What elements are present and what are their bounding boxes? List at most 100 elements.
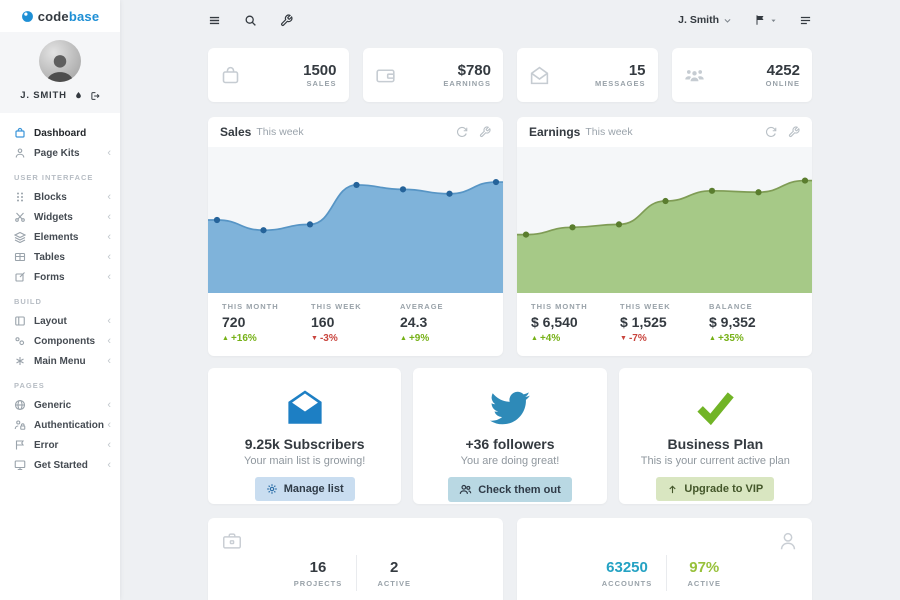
themes-drop-icon[interactable] <box>74 91 83 100</box>
scissors-icon <box>14 211 26 223</box>
chart-title: Earnings <box>529 125 581 139</box>
stat-card-sales[interactable]: 1500 SALES <box>208 48 349 102</box>
stat-card-earnings[interactable]: $780 EARNINGS <box>362 48 503 102</box>
stat-card-online[interactable]: 4252 ONLINE <box>671 48 812 102</box>
form-pencil-icon <box>14 271 26 283</box>
stat-label: EARNINGS <box>443 79 491 89</box>
nav-section-header: PAGES <box>14 381 45 390</box>
chart-stat: AVERAGE 24.3 ▲ +9% <box>400 302 489 344</box>
sidebar-item-label: Elements <box>34 231 79 243</box>
sidebar-item-components[interactable]: Components ‹ <box>0 331 120 351</box>
chart-stat: THIS MONTH 720 ▲ +16% <box>222 302 311 344</box>
sales-area-chart <box>208 178 503 293</box>
stat-column: 63250 ACCOUNTS <box>602 559 653 588</box>
accounts-stats: 63250 ACCOUNTS 97% ACTIVE <box>517 555 812 591</box>
refresh-icon[interactable] <box>456 126 468 138</box>
chart-stat: THIS MONTH $ 6,540 ▲ +4% <box>531 302 620 344</box>
delta-value: -7% <box>628 333 647 344</box>
delta-arrow-icon: ▼ <box>620 335 627 342</box>
sidebar-item-tables[interactable]: Tables ‹ <box>0 247 120 267</box>
brand-text: codebase <box>38 9 100 24</box>
card-subtitle: You are doing great! <box>460 455 560 467</box>
delta-value: +9% <box>408 333 430 344</box>
card-title: Business Plan <box>667 436 764 452</box>
chart-stat-label: THIS WEEK <box>311 302 362 311</box>
language-flag-button[interactable] <box>754 14 777 26</box>
sidebar-item-label: Tables <box>34 251 65 263</box>
divider <box>356 555 358 591</box>
user-menu-button[interactable]: J. Smith <box>678 14 732 26</box>
delta-arrow-icon: ▲ <box>531 335 538 342</box>
manage-list-button[interactable]: Manage list <box>254 477 355 501</box>
accounts-card: 63250 ACCOUNTS 97% ACTIVE <box>517 518 812 600</box>
sidebar-item-layout[interactable]: Layout ‹ <box>0 311 120 331</box>
sidebar-item-label: Error <box>34 439 59 451</box>
chart-subtitle: This week <box>256 126 304 138</box>
sales-chart-card: Sales This week THIS MONTH 720 <box>208 117 503 356</box>
sidebar-item-main-menu[interactable]: Main Menu ‹ <box>0 351 120 371</box>
chevron-icon: ‹ <box>107 230 111 243</box>
sidebar-item-get-started[interactable]: Get Started ‹ <box>0 455 120 475</box>
sidebar-item-elements[interactable]: Elements ‹ <box>0 227 120 247</box>
sidebar-user-row: J. SMITH <box>0 90 120 101</box>
wrench-icon[interactable] <box>479 126 491 138</box>
users-icon <box>459 483 472 496</box>
refresh-icon[interactable] <box>765 126 777 138</box>
main-area: J. Smith 1500 SALES <box>120 0 900 600</box>
sidebar-item-authentication[interactable]: Authentication ‹ <box>0 415 120 435</box>
stat-label: PROJECTS <box>293 578 343 588</box>
sidebar-item-blocks[interactable]: Blocks ‹ <box>0 187 120 207</box>
sidebar-item-forms[interactable]: Forms ‹ <box>0 267 120 287</box>
sidebar-item-error[interactable]: Error ‹ <box>0 435 120 455</box>
dashboard-icon <box>14 127 26 139</box>
stat-label: ACTIVE <box>687 578 721 588</box>
chevron-icon: ‹ <box>107 270 111 283</box>
wrench-icon[interactable] <box>280 13 293 27</box>
sidebar-user-panel: J. SMITH <box>0 32 120 113</box>
stat-card-messages[interactable]: 15 MESSAGES <box>517 48 658 102</box>
stat-label: MESSAGES <box>594 79 646 89</box>
hamburger-menu-icon[interactable] <box>208 14 221 27</box>
chart-stat: THIS WEEK 160 ▼ -3% <box>311 302 400 344</box>
layout-icon <box>14 315 26 327</box>
sidebar-user-name: J. SMITH <box>20 90 67 101</box>
check-them-out-button[interactable]: Check them out <box>448 477 572 502</box>
card-title: +36 followers <box>465 436 555 452</box>
earnings-chart-header: Earnings This week <box>517 117 812 147</box>
stat-card-text: $780 EARNINGS <box>443 62 491 88</box>
sidebar-item-generic[interactable]: Generic ‹ <box>0 395 120 415</box>
list-menu-icon[interactable] <box>799 14 812 27</box>
stat-label: SALES <box>306 79 337 89</box>
wrench-icon[interactable] <box>788 126 800 138</box>
followers-card: +36 followers You are doing great! Check… <box>413 368 607 504</box>
card-subtitle: Your main list is growing! <box>244 455 366 467</box>
asterisk-icon <box>14 355 26 367</box>
shopping-bag-icon <box>220 65 241 86</box>
caret-down-icon <box>771 19 776 22</box>
button-label: Upgrade to VIP <box>684 483 764 495</box>
upgrade-to-vip-button[interactable]: Upgrade to VIP <box>656 477 775 501</box>
sales-chart-plot <box>208 147 503 293</box>
chart-stat-value: 160 <box>311 314 335 330</box>
sidebar-item-label: Layout <box>34 315 67 327</box>
sidebar-item-dashboard[interactable]: Dashboard <box>0 123 120 143</box>
content: 1500 SALES $780 EARNINGS 15 MESSAGES <box>120 48 900 600</box>
chart-cards-row: Sales This week THIS MONTH 720 <box>208 117 812 356</box>
sales-chart-header: Sales This week <box>208 117 503 147</box>
stat-value: 63250 <box>606 558 648 576</box>
sidebar-item-page-kits[interactable]: Page Kits ‹ <box>0 143 120 163</box>
projects-card: 16 PROJECTS 2 ACTIVE <box>208 518 503 600</box>
chevron-icon: ‹ <box>107 398 111 411</box>
stat-column: 97% ACTIVE <box>681 559 727 588</box>
brand-logo[interactable]: codebase <box>0 0 120 32</box>
button-label: Manage list <box>283 483 344 495</box>
chart-stat-value: $ 9,352 <box>709 314 756 330</box>
chevron-icon: ‹ <box>107 314 111 327</box>
stat-column: 2 ACTIVE <box>371 559 417 588</box>
search-icon[interactable] <box>244 14 257 27</box>
sidebar-item-widgets[interactable]: Widgets ‹ <box>0 207 120 227</box>
chart-stat-delta: ▼ -7% <box>620 333 709 344</box>
sign-out-icon[interactable] <box>90 91 100 101</box>
avatar[interactable] <box>39 40 81 82</box>
stat-value: 97% <box>689 558 720 576</box>
